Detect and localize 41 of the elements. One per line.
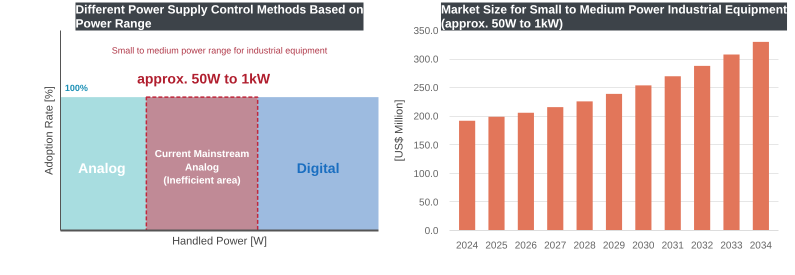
y-tick-label: 200.0 bbox=[413, 112, 439, 123]
text: 100% bbox=[64, 82, 88, 93]
text: approx. 50W to 1kW bbox=[137, 70, 271, 86]
text: Analog bbox=[78, 160, 126, 176]
y-axis-title: [US$ Million] bbox=[393, 100, 406, 162]
bar bbox=[459, 120, 476, 230]
x-tick-label: 2031 bbox=[662, 240, 684, 252]
text: Handled Power [W] bbox=[172, 236, 267, 248]
x-tick-label: 2026 bbox=[514, 240, 538, 252]
bar bbox=[606, 94, 622, 230]
y-tick-label: 150.0 bbox=[413, 140, 439, 152]
bar bbox=[488, 116, 505, 230]
bar bbox=[664, 76, 681, 230]
x-tick-label: 2029 bbox=[602, 240, 626, 252]
x-tick-label: 2033 bbox=[720, 240, 744, 252]
bar bbox=[635, 85, 652, 230]
text: Adoption Rate [%] bbox=[44, 86, 56, 175]
x-tick-label: 2024 bbox=[456, 240, 479, 252]
text: Small to medium power range for industrial equipment bbox=[112, 46, 328, 56]
bar bbox=[547, 107, 564, 230]
x-tick-label: 2028 bbox=[574, 240, 596, 252]
y-tick-label: 250.0 bbox=[413, 83, 439, 94]
text: Different Power Supply Control Methods Based on Power Range bbox=[75, 2, 364, 30]
x-tick-label: 2030 bbox=[632, 240, 655, 252]
bar bbox=[694, 66, 710, 230]
text: Digital bbox=[296, 160, 340, 176]
x-tick-label: 2025 bbox=[485, 240, 508, 252]
y-tick-label: 350.0 bbox=[413, 26, 439, 37]
bar bbox=[723, 54, 740, 230]
y-tick-label: 300.0 bbox=[413, 54, 439, 66]
bar bbox=[576, 101, 593, 230]
x-tick-label: 2032 bbox=[691, 240, 714, 252]
bar bbox=[752, 42, 769, 230]
x-tick-label: 2027 bbox=[544, 240, 567, 252]
x-tick-label: 2034 bbox=[750, 240, 772, 252]
text: Current Mainstream Analog (Inefficient area) bbox=[154, 149, 250, 187]
y-tick-label: 50.0 bbox=[419, 197, 439, 208]
y-tick-label: 0.0 bbox=[424, 226, 439, 237]
y-tick-label: 100.0 bbox=[413, 168, 439, 180]
chart-title: Market Size for Small to Medium Power Industrial Equipment (approx. 50W to 1kW) bbox=[440, 2, 788, 30]
bar bbox=[518, 112, 534, 230]
